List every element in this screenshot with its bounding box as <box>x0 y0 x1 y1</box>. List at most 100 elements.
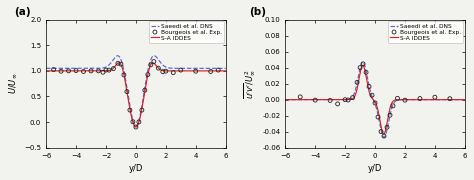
X-axis label: y/D: y/D <box>368 164 382 173</box>
Bourgeois et al. Exp. <box>159 70 166 73</box>
Saeedi et al. DNS <box>148 58 154 61</box>
Saeedi et al. DNS <box>419 99 425 101</box>
S-A IDDES <box>116 62 122 64</box>
Bourgeois et al. Exp. <box>386 114 394 117</box>
Bourgeois et al. Exp. <box>416 97 424 100</box>
Bourgeois et al. Exp. <box>177 69 184 71</box>
Bourgeois et al. Exp. <box>87 69 95 72</box>
S-A IDDES <box>360 64 365 66</box>
Line: S-A IDDES: S-A IDDES <box>285 65 465 134</box>
Bourgeois et al. Exp. <box>365 85 373 88</box>
S-A IDDES <box>462 99 468 101</box>
Bourgeois et al. Exp. <box>129 120 137 123</box>
Bourgeois et al. Exp. <box>362 71 370 74</box>
Saeedi et al. DNS <box>397 99 403 101</box>
Bourgeois et al. Exp. <box>359 62 367 65</box>
Bourgeois et al. Exp. <box>371 102 379 104</box>
S-A IDDES <box>133 126 138 128</box>
Line: Saeedi et al. DNS: Saeedi et al. DNS <box>285 62 465 137</box>
S-A IDDES <box>381 133 386 135</box>
Text: (b): (b) <box>249 7 266 17</box>
Saeedi et al. DNS <box>43 67 49 69</box>
Saeedi et al. DNS <box>283 99 288 101</box>
S-A IDDES <box>387 107 393 109</box>
Bourgeois et al. Exp. <box>377 130 385 133</box>
Bourgeois et al. Exp. <box>311 99 319 102</box>
S-A IDDES <box>397 99 403 101</box>
S-A IDDES <box>438 99 443 101</box>
Bourgeois et al. Exp. <box>57 70 65 73</box>
Bourgeois et al. Exp. <box>102 69 110 71</box>
Bourgeois et al. Exp. <box>109 67 117 70</box>
S-A IDDES <box>198 70 204 72</box>
S-A IDDES <box>148 64 154 66</box>
Saeedi et al. DNS <box>387 114 393 116</box>
Line: S-A IDDES: S-A IDDES <box>46 63 226 127</box>
Bourgeois et al. Exp. <box>141 89 149 92</box>
Bourgeois et al. Exp. <box>120 73 128 76</box>
Bourgeois et al. Exp. <box>99 71 107 74</box>
Legend: Saeedi et al. DNS, Bourgeois et al. Exp., S-A IDDES: Saeedi et al. DNS, Bourgeois et al. Exp.… <box>149 21 224 42</box>
Bourgeois et al. Exp. <box>144 73 152 76</box>
Bourgeois et al. Exp. <box>341 98 349 101</box>
S-A IDDES <box>419 99 425 101</box>
Bourgeois et al. Exp. <box>105 69 113 71</box>
Bourgeois et al. Exp. <box>132 126 140 129</box>
S-A IDDES <box>180 70 186 72</box>
Bourgeois et al. Exp. <box>368 94 376 97</box>
Bourgeois et al. Exp. <box>207 70 214 73</box>
Bourgeois et al. Exp. <box>114 62 122 65</box>
Bourgeois et al. Exp. <box>170 71 177 74</box>
Bourgeois et al. Exp. <box>50 68 57 71</box>
S-A IDDES <box>153 64 158 66</box>
Text: (a): (a) <box>14 7 30 17</box>
Saeedi et al. DNS <box>115 55 120 57</box>
S-A IDDES <box>158 69 164 71</box>
Bourgeois et al. Exp. <box>117 63 125 66</box>
Bourgeois et al. Exp. <box>344 99 352 102</box>
S-A IDDES <box>283 99 288 101</box>
X-axis label: y/D: y/D <box>129 164 143 173</box>
Bourgeois et al. Exp. <box>327 99 334 102</box>
Bourgeois et al. Exp. <box>401 99 409 102</box>
Bourgeois et al. Exp. <box>356 66 364 69</box>
Saeedi et al. DNS <box>381 136 387 138</box>
Bourgeois et al. Exp. <box>65 69 73 72</box>
Bourgeois et al. Exp. <box>446 97 454 100</box>
Bourgeois et al. Exp. <box>214 69 222 71</box>
Bourgeois et al. Exp. <box>389 104 397 107</box>
S-A IDDES <box>223 70 228 72</box>
Bourgeois et al. Exp. <box>334 102 341 105</box>
Bourgeois et al. Exp. <box>72 69 80 72</box>
Saeedi et al. DNS <box>223 67 228 69</box>
Bourgeois et al. Exp. <box>383 126 391 129</box>
Bourgeois et al. Exp. <box>80 70 87 73</box>
Bourgeois et al. Exp. <box>374 116 382 118</box>
Saeedi et al. DNS <box>158 62 164 64</box>
Saeedi et al. DNS <box>153 55 158 57</box>
Bourgeois et al. Exp. <box>162 70 170 73</box>
Bourgeois et al. Exp. <box>353 81 361 84</box>
Saeedi et al. DNS <box>55 67 60 69</box>
Bourgeois et al. Exp. <box>380 135 388 138</box>
Bourgeois et al. Exp. <box>95 69 102 72</box>
S-A IDDES <box>43 70 49 72</box>
Saeedi et al. DNS <box>438 99 443 101</box>
Bourgeois et al. Exp. <box>138 109 146 112</box>
S-A IDDES <box>392 99 398 101</box>
Bourgeois et al. Exp. <box>147 63 155 66</box>
Saeedi et al. DNS <box>198 67 204 69</box>
Bourgeois et al. Exp. <box>135 120 143 123</box>
Saeedi et al. DNS <box>293 99 299 101</box>
Y-axis label: $\overline{u^{\prime}v^{\prime}}/U^2_\infty$: $\overline{u^{\prime}v^{\prime}}/U^2_\in… <box>242 69 256 99</box>
Bourgeois et al. Exp. <box>150 60 158 63</box>
Saeedi et al. DNS <box>392 101 398 103</box>
Bourgeois et al. Exp. <box>126 109 134 111</box>
Saeedi et al. DNS <box>180 67 186 69</box>
Bourgeois et al. Exp. <box>349 96 356 99</box>
Saeedi et al. DNS <box>360 61 365 63</box>
Bourgeois et al. Exp. <box>123 90 131 93</box>
Bourgeois et al. Exp. <box>155 67 162 70</box>
Bourgeois et al. Exp. <box>431 96 438 99</box>
Bourgeois et al. Exp. <box>394 97 401 100</box>
